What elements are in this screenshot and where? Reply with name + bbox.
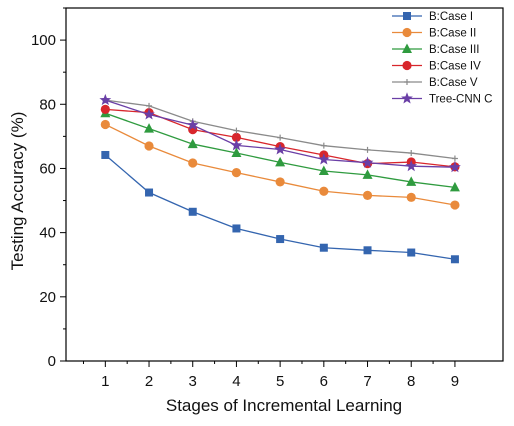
legend-marker xyxy=(401,92,413,104)
x-tick-label: 8 xyxy=(407,373,415,390)
series-b-case-i xyxy=(101,150,459,264)
series-tree-cnn-c xyxy=(99,93,461,173)
x-tick-label: 3 xyxy=(189,373,197,390)
legend-item: B:Case V xyxy=(392,77,478,89)
data-point xyxy=(275,156,286,167)
legend-label: B:Case I xyxy=(429,11,473,23)
data-point xyxy=(99,93,112,106)
legend-marker xyxy=(404,79,410,85)
data-point xyxy=(101,150,110,159)
data-point xyxy=(233,127,240,134)
legend-label: B:Case II xyxy=(429,28,476,40)
legend-label: B:Case V xyxy=(429,77,478,89)
x-tick-label: 4 xyxy=(232,373,240,390)
data-point xyxy=(231,168,242,178)
data-point xyxy=(319,243,328,252)
y-tick-label: 40 xyxy=(39,225,56,242)
data-point xyxy=(231,147,242,158)
series-b-case-ii xyxy=(100,119,460,210)
data-point xyxy=(318,165,329,176)
data-point xyxy=(364,146,371,153)
data-point xyxy=(100,119,110,130)
x-tick-label: 7 xyxy=(363,373,371,390)
y-tick-label: 60 xyxy=(39,160,56,177)
legend-marker xyxy=(403,12,411,20)
x-tick-label: 5 xyxy=(276,373,284,390)
axes: 1 2 3 4 5 6 7 8 9 0 20 40 60 80 100 xyxy=(31,7,504,390)
data-point xyxy=(317,153,330,165)
y-axis-title: Testing Accuracy (%) xyxy=(8,112,27,271)
series-line xyxy=(104,154,456,260)
data-point xyxy=(362,190,373,201)
x-axis-title: Stages of Incremental Learning xyxy=(166,396,402,415)
legend-item: Tree-CNN C xyxy=(392,92,492,106)
legend-label: Tree-CNN C xyxy=(429,94,492,106)
legend: B:Case I B:Case II B:Case III B:Case IV B:Ca… xyxy=(392,11,492,106)
plot-frame xyxy=(65,7,504,362)
legend-label: B:Case IV xyxy=(429,61,481,73)
data-point xyxy=(406,176,417,186)
data-point xyxy=(144,141,154,151)
data-point xyxy=(405,160,418,172)
x-tick-label: 2 xyxy=(145,373,153,390)
data-point xyxy=(406,192,416,202)
data-point xyxy=(145,188,154,197)
legend-item: B:Case II xyxy=(392,28,476,40)
data-point xyxy=(408,150,415,157)
legend-marker xyxy=(402,43,412,53)
data-point xyxy=(407,248,416,257)
data-point xyxy=(146,102,153,109)
legend-label: B:Case III xyxy=(429,44,480,56)
y-tick-label: 0 xyxy=(48,353,56,370)
legend-item: B:Case III xyxy=(392,43,480,56)
data-point xyxy=(231,132,242,142)
y-tick-label: 20 xyxy=(39,289,56,306)
x-tick-label: 1 xyxy=(101,373,109,390)
data-point xyxy=(277,134,284,141)
data-point xyxy=(450,255,459,264)
data-point xyxy=(143,108,155,120)
data-point xyxy=(186,118,199,131)
data-point xyxy=(319,186,329,196)
data-point xyxy=(187,138,198,149)
data-point xyxy=(144,123,155,133)
data-point xyxy=(449,181,460,192)
data-point xyxy=(188,158,198,168)
legend-item: B:Case IV xyxy=(392,61,481,73)
legend-marker xyxy=(402,27,412,38)
y-tick-label: 80 xyxy=(39,96,56,113)
data-point xyxy=(232,224,241,233)
data-point xyxy=(100,104,110,115)
x-tick-label: 9 xyxy=(451,373,459,390)
legend-marker xyxy=(402,60,412,71)
series-layer xyxy=(99,93,461,264)
data-point xyxy=(230,139,243,151)
data-point xyxy=(362,169,373,179)
data-point xyxy=(188,207,197,216)
legend-item: B:Case I xyxy=(392,11,473,23)
data-point xyxy=(361,156,374,168)
data-point xyxy=(274,143,287,155)
data-point xyxy=(450,200,460,210)
data-point xyxy=(275,177,285,187)
data-point xyxy=(320,142,327,149)
data-point xyxy=(451,155,458,162)
x-tick-label: 6 xyxy=(320,373,328,390)
data-point xyxy=(276,235,285,244)
data-point xyxy=(363,246,372,255)
y-tick-label: 100 xyxy=(31,32,56,49)
data-point xyxy=(449,160,461,173)
